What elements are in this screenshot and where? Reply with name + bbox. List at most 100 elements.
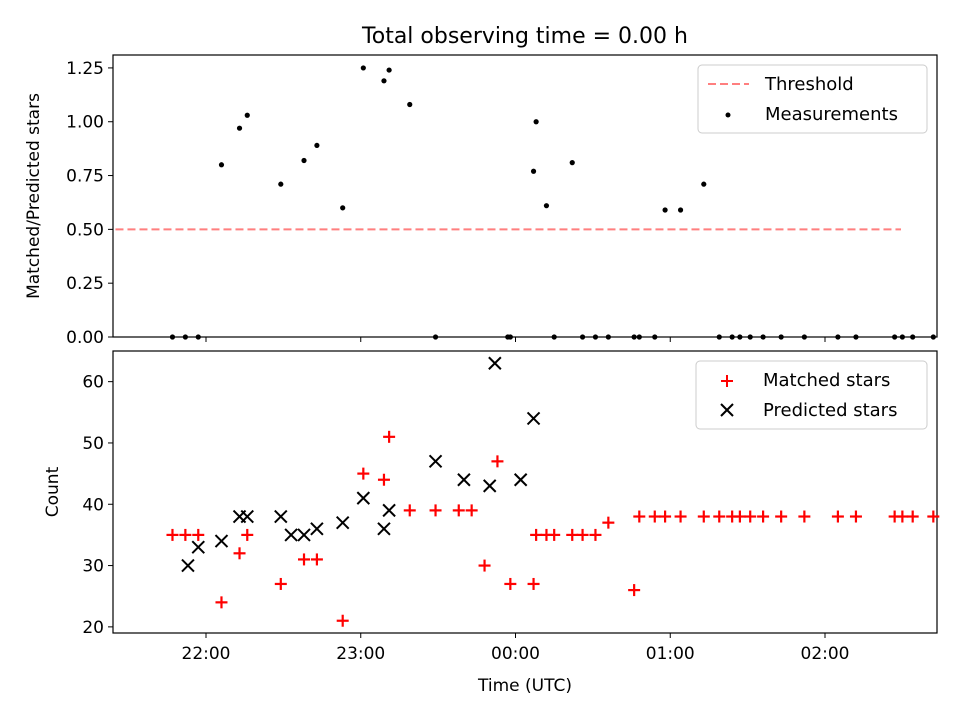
measurement-point — [407, 101, 413, 108]
measurement-point — [507, 334, 513, 340]
bottom-legend-box — [695, 360, 928, 430]
matched-star-marker — [744, 510, 757, 523]
measurement-point — [386, 67, 392, 73]
measurement-point — [244, 112, 250, 118]
measurement-point — [301, 157, 307, 164]
measurement-point — [592, 334, 599, 340]
measurement-point — [314, 142, 320, 149]
matched-star-marker — [491, 455, 504, 468]
top-legend: Threshold Measurements — [697, 64, 928, 134]
bottom-legend: Matched stars Predicted stars — [695, 360, 928, 430]
matched-star-marker — [310, 553, 323, 566]
top-y-tick-label: 0.00 — [66, 328, 104, 348]
matched-star-marker — [713, 510, 726, 523]
predicted-star-marker — [181, 558, 195, 573]
counts-plot: Count Time (UTC) 20 30 40 50 60 22:00 23:00 00… — [43, 350, 940, 696]
predicted-star-marker — [483, 479, 497, 493]
matched-star-marker — [733, 510, 746, 523]
measurements-legend-swatch — [725, 112, 731, 118]
x-tick-label: 01:00 — [646, 644, 695, 664]
predicted-star-marker — [488, 356, 502, 370]
matched-star-marker — [896, 510, 909, 523]
measurement-point — [930, 334, 936, 340]
predicted-star-marker — [240, 509, 254, 524]
predicted-star-marker — [191, 540, 205, 554]
predicted-star-marker — [457, 473, 471, 487]
measurement-point — [853, 334, 859, 340]
top-y-tick-label: 0.25 — [66, 274, 104, 294]
measurement-point — [701, 181, 707, 187]
matched-star-marker — [274, 577, 287, 590]
bottom-y-tick-label: 40 — [82, 495, 104, 515]
predicted-legend-label: Predicted stars — [763, 400, 897, 421]
matched-star-marker — [357, 467, 370, 480]
matched-star-marker — [403, 504, 416, 517]
top-y-tick-label: 1.00 — [66, 113, 104, 133]
x-tick-label: 23:00 — [336, 644, 385, 664]
measurement-point — [801, 334, 807, 340]
measurement-point — [677, 207, 684, 213]
matched-star-marker — [697, 510, 710, 523]
matched-star-marker — [383, 430, 396, 443]
x-axis-label: Time (UTC) — [477, 676, 572, 696]
measurement-point — [432, 334, 439, 340]
measurement-point — [381, 78, 387, 84]
matched-star-marker — [465, 504, 478, 517]
predicted-star-marker — [310, 522, 324, 536]
matched-star-marker — [179, 528, 192, 541]
predicted-star-marker — [356, 491, 371, 505]
top-y-axis-label: Matched/Predicted stars — [24, 93, 44, 299]
measurement-point — [195, 334, 201, 340]
predicted-star-marker — [274, 509, 288, 524]
top-y-tick-label: 0.50 — [66, 220, 104, 240]
bottom-y-tick-label: 60 — [82, 373, 104, 393]
measurement-point — [835, 334, 841, 340]
measurement-point — [910, 334, 916, 340]
matched-star-marker — [241, 528, 254, 541]
measurement-point — [716, 334, 722, 340]
predicted-legend-swatch — [720, 403, 734, 417]
matched-star-marker — [602, 516, 615, 529]
matched-star-marker — [849, 510, 862, 523]
measurement-point — [760, 334, 766, 340]
matched-legend-label: Matched stars — [763, 370, 890, 391]
measurement-point — [631, 334, 637, 340]
matched-star-marker — [576, 528, 589, 541]
bottom-marks — [166, 356, 940, 627]
matched-star-marker — [548, 528, 561, 541]
measurement-point — [340, 205, 346, 211]
bottom-plot-frame — [112, 350, 938, 634]
measurement-point — [182, 334, 188, 340]
matched-star-marker — [798, 510, 811, 523]
measurement-point — [737, 334, 743, 340]
top-x-ticks — [205, 337, 826, 342]
x-tick-label: 22:00 — [182, 644, 231, 664]
bottom-y-tick-label: 50 — [82, 434, 104, 454]
matched-star-marker — [831, 510, 844, 523]
measurement-point — [892, 334, 898, 340]
matched-star-marker — [527, 577, 540, 590]
predicted-star-marker — [513, 473, 528, 487]
measurement-point — [533, 119, 539, 125]
matched-star-marker — [674, 510, 687, 523]
predicted-star-marker — [526, 411, 541, 426]
matched-star-marker — [215, 596, 228, 609]
matched-star-marker — [566, 528, 579, 541]
matched-star-marker — [775, 510, 788, 523]
top-y-tick-label: 1.25 — [66, 59, 104, 79]
top-legend-box — [697, 64, 928, 134]
matched-star-marker — [377, 473, 390, 486]
measurement-point — [543, 203, 550, 209]
measurement-point — [652, 334, 658, 340]
measurements-legend-label: Measurements — [765, 104, 898, 125]
ratio-plot: Total observing time = 0.00 h Matched/Pr… — [24, 24, 938, 348]
matched-star-marker — [504, 577, 517, 590]
matched-star-marker — [429, 504, 442, 517]
top-y-ticks: 0.00 0.25 0.50 0.75 1.00 1.25 — [66, 59, 113, 348]
matched-star-marker — [336, 614, 349, 627]
top-plot-frame — [112, 54, 938, 338]
top-y-tick-label: 0.75 — [66, 167, 104, 187]
measurement-point — [605, 334, 611, 340]
measurement-point — [236, 125, 243, 131]
